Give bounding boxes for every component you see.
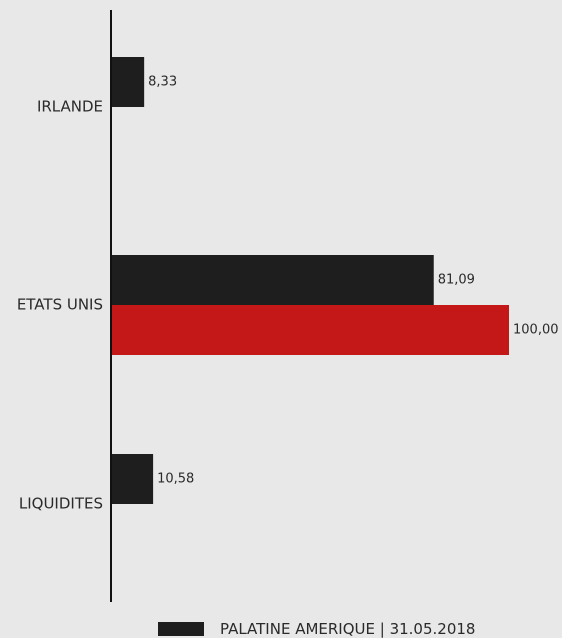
category-label: IRLANDE xyxy=(37,98,103,116)
data-label: 100,00 xyxy=(513,323,559,338)
legend-swatch xyxy=(158,622,204,636)
legend: PALATINE AMERIQUE | 31.05.2018 xyxy=(158,620,475,638)
bar-etats-unis-series-1 xyxy=(111,305,509,355)
legend-label: PALATINE AMERIQUE | 31.05.2018 xyxy=(220,620,476,638)
bar-etats-unis-series-0 xyxy=(111,255,434,305)
data-label: 8,33 xyxy=(148,75,177,90)
category-label: LIQUIDITES xyxy=(19,495,103,513)
bar-liquidites-series-0 xyxy=(111,454,154,504)
bar-irlande-series-0 xyxy=(111,57,145,107)
data-label: 10,58 xyxy=(157,472,194,487)
data-label: 81,09 xyxy=(438,273,475,288)
category-label: ETATS UNIS xyxy=(17,296,103,314)
